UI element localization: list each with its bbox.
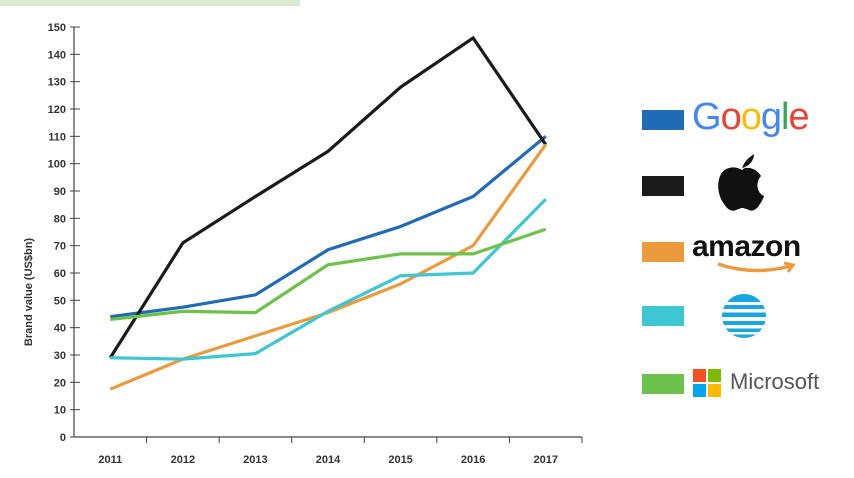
line-chart: 0 10 20 30 40 50 60 70 80 90 100 110 120 130 140 150 20… [23,22,583,466]
y-axis-ticks: 0 10 20 30 40 50 60 70 80 90 100 110 120 130 140 150 [48,22,80,444]
series-line-att [110,198,547,361]
x-tick-label: 2013 [243,454,267,466]
microsoft-squares-icon [693,369,721,397]
series-line-google [110,135,547,319]
y-tick-label: 100 [48,159,66,171]
legend-item-google: Google [640,96,845,140]
x-tick-label: 2015 [388,454,412,466]
y-tick-label: 60 [54,268,66,280]
y-tick-label: 120 [48,104,66,116]
series-lines [108,35,548,391]
amazon-logo: amazon [692,230,801,273]
x-axis-ticks: 2011 2012 2013 2014 2015 2016 2017 [98,437,583,466]
series-line-apple [108,35,548,359]
legend-swatch-apple [642,176,684,196]
google-letter: g [760,96,782,138]
y-tick-label: 150 [48,22,66,34]
x-tick-label: 2017 [533,454,557,466]
legend-swatch-amazon [642,242,684,262]
legend-swatch-att [642,306,684,326]
google-letter: G [692,96,722,138]
legend-item-amazon: amazon [640,230,845,278]
chart-axes [73,27,582,438]
y-tick-label: 70 [54,241,66,253]
y-tick-label: 0 [60,432,66,444]
x-tick-label: 2012 [171,454,195,466]
y-tick-label: 140 [48,49,66,61]
y-tick-label: 90 [54,186,66,198]
google-letter: o [720,96,742,138]
y-tick-label: 80 [54,213,66,225]
y-tick-label: 50 [54,295,66,307]
legend-item-att [640,294,845,346]
y-axis-label: Brand value (US$bn) [23,238,35,347]
top-decorative-strip [0,0,300,6]
google-letter: l [780,96,790,138]
y-tick-label: 10 [54,405,66,417]
x-tick-label: 2011 [98,454,122,466]
google-logo: Google [692,96,810,139]
legend-swatch-google [642,110,684,130]
apple-logo-icon [716,152,768,217]
att-globe-icon [720,292,768,345]
y-tick-label: 20 [54,377,66,389]
y-tick-label: 110 [48,131,66,143]
y-tick-label: 130 [48,77,66,89]
google-letter: o [740,96,762,138]
series-line-microsoft [110,227,547,322]
legend: Google amazon [640,96,845,406]
y-tick-label: 30 [54,350,66,362]
x-tick-label: 2016 [461,454,485,466]
legend-item-microsoft: Microsoft [640,369,845,414]
y-tick-label: 40 [54,323,66,335]
legend-item-apple [640,154,845,211]
x-tick-label: 2014 [316,454,341,466]
google-letter: e [788,96,809,138]
legend-swatch-microsoft [642,374,684,394]
